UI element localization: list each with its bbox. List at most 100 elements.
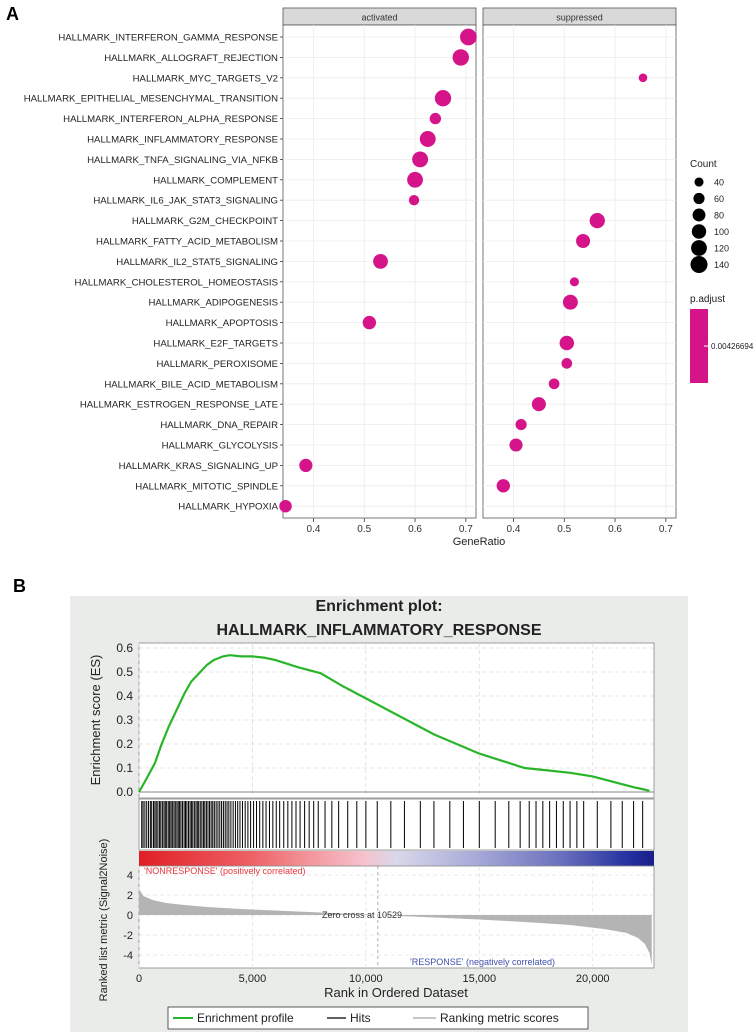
dot-point <box>509 438 523 452</box>
term-label: HALLMARK_APOPTOSIS <box>166 318 278 329</box>
dot-point <box>434 90 452 107</box>
gsea-legend-box <box>167 1006 589 1030</box>
dot-point <box>559 335 575 351</box>
term-label: HALLMARK_INFLAMMATORY_RESPONSE <box>87 135 278 146</box>
term-label: HALLMARK_INTERFERON_GAMMA_RESPONSE <box>58 33 278 44</box>
correlation-colorbar <box>139 851 654 866</box>
x-tick-label: 0.4 <box>307 524 321 535</box>
dot-point <box>569 277 579 287</box>
count-legend-label: 100 <box>714 227 729 237</box>
term-label: HALLMARK_ADIPOGENESIS <box>148 298 278 309</box>
ranking-y-tick-label: -2 <box>123 930 133 942</box>
term-label: HALLMARK_FATTY_ACID_METABOLISM <box>96 237 278 248</box>
dot-point <box>496 479 510 493</box>
count-legend-label: 120 <box>714 244 729 254</box>
es-profile-line <box>138 654 650 793</box>
dot-point <box>460 28 477 46</box>
es-y-tick-label: 0.4 <box>116 689 133 703</box>
gsea-title-line1: Enrichment plot: <box>315 598 442 615</box>
es-y-tick-label: 0.1 <box>116 761 133 775</box>
count-legend-label: 40 <box>714 178 724 188</box>
dot-point <box>515 419 527 431</box>
panel-b-label: B <box>13 576 26 596</box>
count-legend-label: 80 <box>714 211 724 221</box>
dot-point <box>429 112 442 125</box>
facet-panel-suppressed <box>482 24 677 519</box>
term-label: HALLMARK_GLYCOLYSIS <box>162 441 278 452</box>
es-y-tick-label: 0.0 <box>116 785 133 799</box>
gsea-x-tick-label: 20,000 <box>576 973 610 985</box>
x-tick-label: 0.5 <box>357 524 371 535</box>
dotplot-term-labels: HALLMARK_INTERFERON_GAMMA_RESPONSE HALLMA… <box>24 33 283 513</box>
padjust-legend-title: p.adjust <box>690 294 725 305</box>
term-label: HALLMARK_MITOTIC_SPINDLE <box>135 481 278 492</box>
term-label: HALLMARK_ALLOGRAFT_REJECTION <box>104 53 278 64</box>
dotplot-x-ticks: 0.4 0.5 0.6 0.7 0.4 0.5 0.6 0.7 <box>307 518 673 535</box>
ranking-y-axis-title: Ranked list metric (Signal2Noise) <box>98 839 110 1002</box>
positive-correlation-label: 'NONRESPONSE' (positively correlated) <box>144 866 305 876</box>
dotplot-gridlines <box>283 25 676 518</box>
count-legend-dot <box>693 192 705 205</box>
term-label: HALLMARK_MYC_TARGETS_V2 <box>133 73 278 84</box>
x-tick-label: 0.7 <box>659 524 673 535</box>
zero-cross-label: Zero cross at 10529 <box>322 910 402 920</box>
x-tick-label: 0.4 <box>507 524 521 535</box>
dot-point <box>548 378 560 390</box>
term-label: HALLMARK_IL6_JAK_STAT3_SIGNALING <box>93 196 278 207</box>
term-label: HALLMARK_DNA_REPAIR <box>160 420 278 431</box>
gsea-x-tick-label: 10,000 <box>349 973 383 985</box>
dot-point <box>452 49 469 66</box>
dot-point <box>562 294 578 310</box>
gsea-x-tick-label: 15,000 <box>462 973 496 985</box>
dot-point <box>373 254 388 269</box>
padjust-legend-label: 0.00426694 <box>711 342 754 351</box>
ranking-y-tick-label: -4 <box>123 950 133 962</box>
dot-point <box>576 233 591 249</box>
hits-bars <box>141 801 644 848</box>
term-label: HALLMARK_EPITHELIAL_MESENCHYMAL_TRANSITI… <box>24 94 278 105</box>
legend-hits-label: Hits <box>350 1011 371 1025</box>
term-label: HALLMARK_TNFA_SIGNALING_VIA_NFKB <box>87 155 278 166</box>
term-label: HALLMARK_KRAS_SIGNALING_UP <box>119 461 278 472</box>
gsea-x-axis-title: Rank in Ordered Dataset <box>324 985 468 1000</box>
es-y-tick-label: 0.5 <box>116 665 133 679</box>
term-label: HALLMARK_INTERFERON_ALPHA_RESPONSE <box>63 114 278 125</box>
term-label: HALLMARK_HYPOXIA <box>178 502 278 513</box>
dot-point <box>419 131 436 147</box>
count-legend-label: 140 <box>714 260 729 270</box>
ranking-y-tick-label: 0 <box>127 910 133 922</box>
term-label: HALLMARK_BILE_ACID_METABOLISM <box>104 379 278 390</box>
count-legend-dot <box>691 224 707 239</box>
term-label: HALLMARK_ESTROGEN_RESPONSE_LATE <box>80 400 278 411</box>
dot-point <box>299 458 313 472</box>
count-legend: 40 60 80 100 120 140 <box>690 177 729 274</box>
dot-point <box>412 151 429 168</box>
gsea-title-line2: HALLMARK_INFLAMMATORY_RESPONSE <box>216 622 541 639</box>
count-legend-dot <box>692 208 706 222</box>
es-y-axis-title: Enrichment score (ES) <box>88 655 103 786</box>
dot-point <box>362 315 377 330</box>
dotplot-x-axis-title: GeneRatio <box>453 536 506 548</box>
gsea-x-tick-label: 5,000 <box>239 973 267 985</box>
count-legend-dot <box>691 240 707 256</box>
negative-correlation-label: 'RESPONSE' (negatively correlated) <box>410 957 555 967</box>
term-label: HALLMARK_COMPLEMENT <box>153 175 278 186</box>
term-label: HALLMARK_CHOLESTEROL_HOMEOSTASIS <box>75 277 278 288</box>
es-y-tick-label: 0.2 <box>116 737 133 751</box>
es-y-ticks: 0.0 0.1 0.2 0.3 0.4 0.5 0.6 <box>116 641 133 799</box>
term-label: HALLMARK_E2F_TARGETS <box>153 339 278 350</box>
x-tick-label: 0.5 <box>557 524 571 535</box>
count-legend-title: Count <box>690 159 717 170</box>
x-tick-label: 0.6 <box>608 524 622 535</box>
dot-point <box>279 499 292 513</box>
dot-point <box>638 73 648 83</box>
ranking-y-tick-label: 4 <box>127 870 133 882</box>
count-legend-label: 60 <box>714 194 724 204</box>
ranking-y-tick-label: 2 <box>127 890 133 902</box>
count-legend-dot <box>694 177 704 187</box>
dot-point <box>531 397 546 412</box>
term-label: HALLMARK_IL2_STAT5_SIGNALING <box>116 257 278 268</box>
dot-point <box>561 358 573 369</box>
facet-strip-activated-label: activated <box>361 13 397 23</box>
